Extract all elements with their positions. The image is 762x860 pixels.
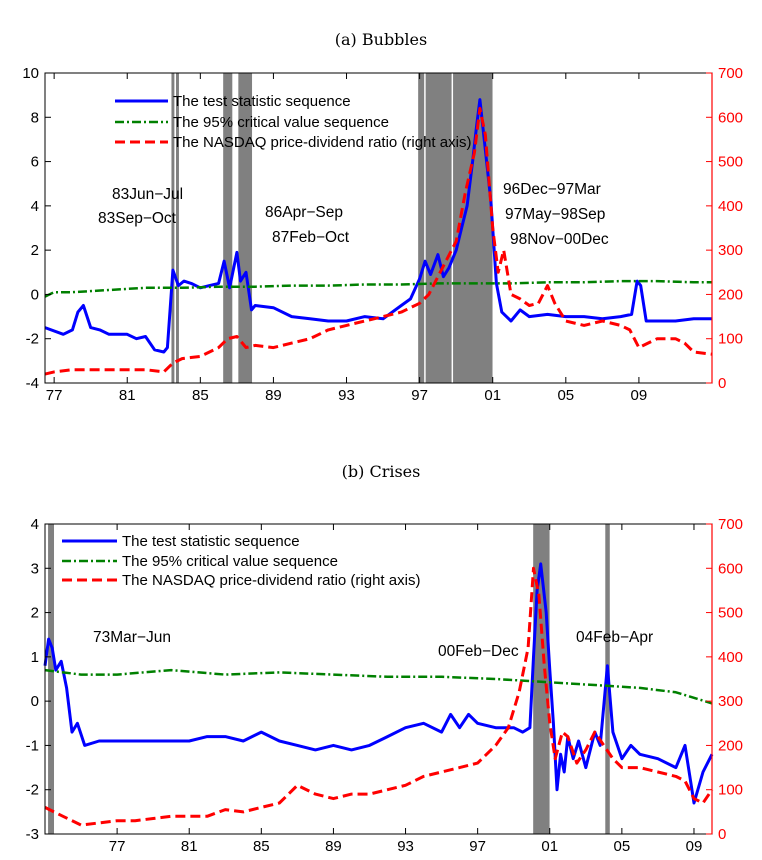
legend-label-test-stat: The test statistic sequence <box>122 533 300 550</box>
y-tick-label-right: 200 <box>718 286 743 303</box>
y-tick-label-left: 2 <box>31 242 39 259</box>
y-tick-label-right: 0 <box>718 375 726 392</box>
panel-title-bubbles: (a) Bubbles <box>335 30 427 49</box>
legend-label-critical: The 95% critical value sequence <box>122 553 338 570</box>
y-tick-label-left: 0 <box>31 693 39 710</box>
annotation-96dec-97mar: 96Dec−97Mar <box>503 181 601 198</box>
x-tick-label: 97 <box>469 838 486 855</box>
y-tick-label-left: 1 <box>31 649 39 666</box>
y-tick-label-left: 6 <box>31 154 39 171</box>
y-tick-label-left: 3 <box>31 560 39 577</box>
shaded-period-bubbles-5 <box>425 73 452 383</box>
series-critical-value-line <box>44 668 713 705</box>
y-tick-label-left: 4 <box>31 516 39 533</box>
x-tick-label: 77 <box>46 387 63 404</box>
shaded-period-bubbles-3 <box>238 73 253 383</box>
plot-frame-crises <box>44 523 713 835</box>
x-tick-label: 81 <box>119 387 136 404</box>
y-tick-label-right: 0 <box>718 826 726 843</box>
y-tick-label-left: -4 <box>26 375 39 392</box>
annotation-97may-98sep: 97May−98Sep <box>505 206 605 223</box>
x-tick-label: 85 <box>253 838 270 855</box>
annotation-98nov-00dec: 98Nov−00Dec <box>510 231 609 248</box>
y-tick-label-right: 700 <box>718 516 743 533</box>
y-tick-label-right: 200 <box>718 737 743 754</box>
series-critical-value-line <box>44 279 712 298</box>
series-test-stat-line <box>44 98 712 354</box>
panel-bubbles: (a) Bubbles 77 81 85 89 93 97 01 05 09 -4 -2 0 2 4 6 8 1… <box>22 30 743 404</box>
annotation-00feb-dec: 00Feb−Dec <box>438 643 519 660</box>
annotation-87feb-oct: 87Feb−Oct <box>272 229 350 246</box>
x-tick-label: 09 <box>686 838 703 855</box>
x-tick-label: 93 <box>338 387 355 404</box>
y-tick-label-left: 10 <box>22 65 39 82</box>
y-tick-label-right: 300 <box>718 242 743 259</box>
y-tick-label-left: -2 <box>26 331 39 348</box>
y-tick-label-left: 0 <box>31 286 39 303</box>
legend-label-pd-ratio: The NASDAQ price-dividend ratio (right a… <box>122 572 420 589</box>
annotation-83jun-jul: 83Jun−Jul <box>112 186 183 203</box>
y-tick-label-left: 4 <box>31 198 39 215</box>
y-tick-label-right: 300 <box>718 693 743 710</box>
annotation-04feb-apr: 04Feb−Apr <box>576 629 653 646</box>
y-tick-label-right: 500 <box>718 154 743 171</box>
x-tick-label: 93 <box>397 838 414 855</box>
shaded-period-crises-0 <box>48 524 55 834</box>
x-tick-label: 01 <box>541 838 558 855</box>
series-test-stat-line <box>43 562 714 805</box>
x-tick-label: 89 <box>265 387 282 404</box>
annotations-crises: 73Mar−Jun 00Feb−Dec 04Feb−Apr <box>93 629 653 660</box>
legend-label-pd-ratio: The NASDAQ price-dividend ratio (right a… <box>173 134 471 151</box>
y-tick-label-right: 500 <box>718 605 743 622</box>
legend-crises: The test statistic sequence The 95% crit… <box>62 533 420 589</box>
y-tick-label-right: 400 <box>718 649 743 666</box>
legend-label-test-stat: The test statistic sequence <box>173 93 351 110</box>
y-tick-label-left: -2 <box>26 782 39 799</box>
shaded-period-bubbles-2 <box>223 73 233 383</box>
y-tick-label-left: -3 <box>26 826 39 843</box>
legend-bubbles: The test statistic sequence The 95% crit… <box>115 93 471 151</box>
x-tick-label: 05 <box>614 838 631 855</box>
plot-area-bubbles: 77 81 85 89 93 97 01 05 09-4-2024681001002003004… <box>22 65 743 404</box>
shaded-period-bubbles-4 <box>418 73 425 383</box>
x-tick-label: 05 <box>557 387 574 404</box>
plot-area-crises: 77 81 85 89 93 97 01 05 09-3-2-10123401002003004… <box>26 516 743 855</box>
x-tick-label: 81 <box>181 838 198 855</box>
annotations-bubbles: 83Jun−Jul 83Sep−Oct 86Apr−Sep 87Feb−Oct … <box>98 181 609 248</box>
x-tick-label: 01 <box>484 387 501 404</box>
y-tick-label-left: -1 <box>26 737 39 754</box>
y-tick-label-right: 100 <box>718 782 743 799</box>
shaded-period-bubbles-1 <box>176 73 179 383</box>
x-tick-label: 89 <box>325 838 342 855</box>
shaded-period-bubbles-0 <box>171 73 175 383</box>
x-tick-label: 97 <box>411 387 428 404</box>
annotation-86apr-sep: 86Apr−Sep <box>265 204 343 221</box>
y-tick-label-left: 2 <box>31 605 39 622</box>
series-pd-ratio-line <box>44 566 714 827</box>
annotation-73mar-jun: 73Mar−Jun <box>93 629 171 646</box>
x-tick-label: 77 <box>109 838 126 855</box>
panel-title-crises: (b) Crises <box>342 462 421 481</box>
y-tick-label-right: 100 <box>718 331 743 348</box>
y-tick-label-right: 700 <box>718 65 743 82</box>
series-pd-ratio-line <box>44 106 713 376</box>
y-tick-label-left: 8 <box>31 109 39 126</box>
y-tick-label-right: 600 <box>718 560 743 577</box>
y-tick-label-right: 400 <box>718 198 743 215</box>
annotation-83sep-oct: 83Sep−Oct <box>98 210 177 227</box>
x-tick-label: 09 <box>631 387 648 404</box>
panel-crises: (b) Crises 77 81 85 89 93 97 01 05 09-3-2-101234… <box>26 462 743 855</box>
x-tick-label: 85 <box>192 387 209 404</box>
y-tick-label-right: 600 <box>718 109 743 126</box>
legend-label-critical: The 95% critical value sequence <box>173 114 389 131</box>
